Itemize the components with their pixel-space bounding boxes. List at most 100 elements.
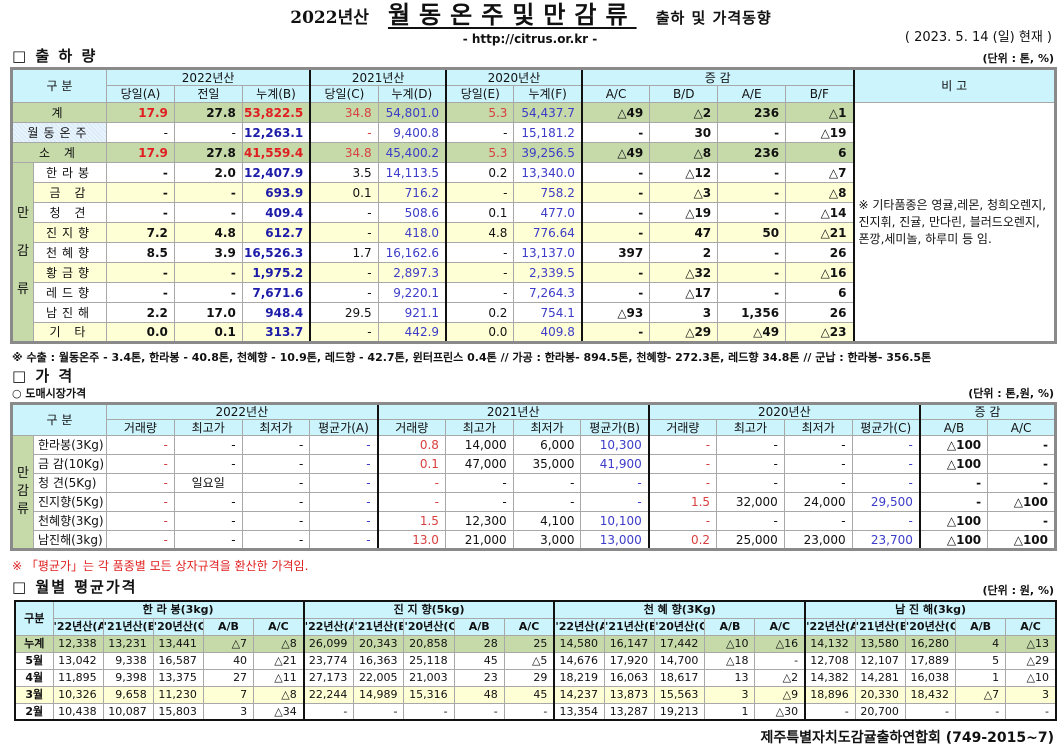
- document-title: 2022년산 월동온주및만감류 출하 및 가격동향: [150, 0, 912, 30]
- remarks-note: ※ 기타품종은 영귤,레몬, 청희오렌지, 진지휘, 진귤, 만다린, 블러드오…: [853, 102, 1056, 343]
- table-cell: △8: [253, 685, 305, 704]
- category-header: 구 분: [11, 68, 107, 103]
- table-cell: 10,300: [580, 435, 650, 455]
- table-cell: 1.5: [377, 511, 446, 531]
- table-cell: 4,100: [512, 511, 582, 531]
- table-cell: 13,042: [52, 651, 104, 670]
- column-header: 누계(D): [377, 85, 448, 103]
- table-cell: -: [1005, 702, 1057, 721]
- table-cell: 12,107: [854, 651, 906, 670]
- table-cell: △18: [704, 651, 756, 670]
- table-cell: 39,256.5: [513, 142, 583, 163]
- table-cell: 25,000: [716, 530, 785, 550]
- table-cell: △11: [253, 668, 305, 687]
- table-cell: -: [106, 511, 175, 531]
- row-label: 금 감(10Kg): [33, 454, 107, 474]
- table-cell: -: [309, 262, 379, 283]
- row-label: 월동온주: [11, 122, 107, 143]
- table-row: 기 타 0.0 0.1 313.7-442.9 0.0 409.8- △29 △49 △23: [12, 322, 1056, 343]
- title-sub: 출하 및 가격동향: [655, 9, 772, 27]
- table-cell: △32: [649, 262, 719, 283]
- change-header: 증 감: [919, 403, 1056, 420]
- year-header: 2020년산: [445, 68, 583, 86]
- table-cell: -: [783, 454, 853, 474]
- shipments-table: 구 분 2022년산 2021년산 2020년산 증 감 비 고 당일(A) 전일…: [10, 67, 1057, 344]
- column-header: 누계(F): [513, 85, 583, 103]
- year-header: 2020년산: [648, 403, 921, 420]
- table-cell: -: [403, 702, 455, 721]
- row-label: 5월: [14, 651, 54, 670]
- table-cell: 6,000: [512, 435, 582, 455]
- table-cell: 16,147: [604, 634, 656, 653]
- source-url: - http://citrus.or.kr -: [462, 32, 598, 46]
- table-cell: 5.3: [445, 142, 515, 163]
- table-cell: 11,230: [152, 685, 204, 704]
- table-cell: 12,708: [804, 651, 856, 670]
- table-cell: -: [106, 122, 175, 143]
- row-label: 2월: [14, 702, 54, 721]
- table-cell: 4: [955, 634, 1007, 653]
- table-cell: 26: [785, 242, 855, 263]
- table-cell: △19: [785, 122, 855, 143]
- table-cell: -: [445, 262, 515, 283]
- table-cell: -: [783, 473, 853, 493]
- table-cell: 397: [581, 242, 651, 263]
- table-cell: 45: [503, 685, 556, 704]
- column-header: '22년산(A): [553, 617, 606, 636]
- table-cell: △7: [785, 162, 855, 183]
- table-cell: 27.8: [173, 102, 243, 123]
- table-cell: -: [309, 473, 379, 493]
- row-label: 남진해(3kg): [33, 530, 107, 550]
- table-cell: 236: [717, 102, 787, 123]
- table-cell: 27: [202, 668, 255, 687]
- prices-heading: □ 가 격: [12, 367, 75, 385]
- column-header: 당일(C): [309, 85, 379, 103]
- column-header: 최고가: [716, 419, 785, 436]
- table-cell: 14,237: [553, 685, 606, 704]
- table-row: 레드향 - -7,671.6-9,220.1-7,264.3- △17-6: [12, 282, 1056, 303]
- table-cell: -: [716, 511, 785, 531]
- table-cell: 25,118: [403, 651, 455, 670]
- table-cell: 18,896: [804, 685, 856, 704]
- table-cell: 2.2: [106, 302, 175, 323]
- table-cell: 3: [704, 685, 756, 704]
- table-cell: 758.2: [513, 182, 583, 203]
- table-cell: -: [851, 511, 921, 531]
- table-cell: -: [804, 702, 856, 721]
- table-cell: -: [581, 162, 651, 183]
- table-cell: 13,873: [604, 685, 656, 704]
- prices-subheading: ○ 도매시장가격: [12, 387, 87, 400]
- table-cell: 10,087: [102, 702, 154, 721]
- table-cell: 18,432: [904, 685, 957, 704]
- change-header: 증 감: [581, 68, 855, 86]
- table-cell: 508.6: [377, 202, 448, 223]
- table-cell: 35,000: [512, 454, 582, 474]
- table-cell: -: [106, 530, 175, 550]
- table-cell: 29,500: [851, 492, 921, 512]
- table-cell: 6: [785, 142, 855, 163]
- table-cell: -: [241, 492, 311, 512]
- table-row: 금 감(10Kg) - - - -0.1 47,000 35,000 41,900- - - - △1…: [12, 454, 1056, 474]
- table-cell: -: [173, 122, 243, 143]
- table-cell: 716.2: [377, 182, 448, 203]
- table-cell: 9,338: [102, 651, 154, 670]
- table-cell: -: [904, 702, 957, 721]
- row-label: 진지향(5Kg): [33, 492, 107, 512]
- table-row: 남진해(3kg) - - - -13.0 21,000 3,000 13,000 0.2 25,0…: [12, 530, 1056, 550]
- table-cell: 20,700: [854, 702, 906, 721]
- table-cell: 1.5: [648, 492, 718, 512]
- table-cell: 418.0: [377, 222, 448, 243]
- shipments-heading: □ 출 하 량: [12, 47, 98, 65]
- table-cell: 16,587: [152, 651, 204, 670]
- column-header: 평균가(B): [580, 419, 650, 436]
- table-row: 만 감 류 한라봉(3Kg) - - - -0.8 14,000 6,000 10,300- - - - △…: [11, 435, 1056, 550]
- table-cell: △9: [754, 685, 807, 704]
- table-cell: -: [445, 282, 515, 303]
- table-cell: -: [106, 435, 175, 455]
- table-cell: △100: [919, 511, 989, 531]
- table-cell: -: [106, 182, 175, 203]
- table-cell: 27.8: [173, 142, 243, 163]
- table-cell: -: [309, 530, 379, 550]
- table-cell: 41,900: [580, 454, 650, 474]
